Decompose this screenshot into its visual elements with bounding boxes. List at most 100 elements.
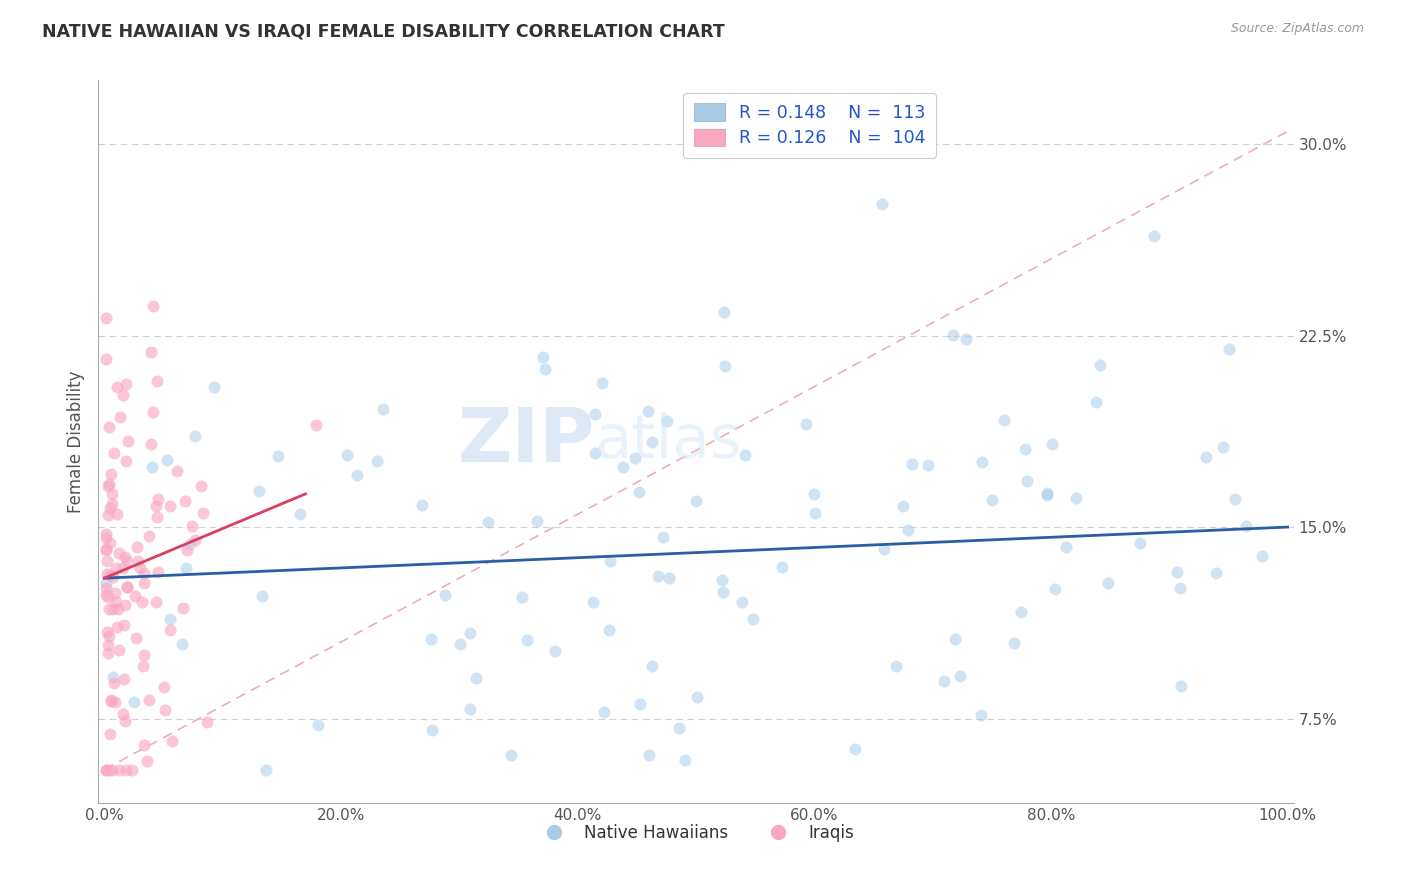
Point [166, 464, 188, 478]
Point [162, 733, 184, 747]
Point [420, 723, 443, 737]
Point [94, 763, 117, 777]
Point [591, 376, 613, 390]
Point [685, 493, 707, 508]
Point [1195, 450, 1218, 464]
Point [593, 705, 616, 719]
Point [449, 637, 471, 651]
Point [657, 414, 679, 428]
Point [115, 377, 138, 392]
Point [174, 560, 197, 574]
Point [195, 714, 218, 729]
Point [159, 623, 181, 637]
Point [117, 580, 139, 594]
Point [477, 515, 499, 529]
Point [510, 591, 533, 605]
Point [686, 690, 709, 704]
Point [202, 380, 225, 394]
Point [94, 542, 117, 557]
Point [1002, 636, 1025, 650]
Point [599, 554, 621, 568]
Point [98, 500, 121, 515]
Point [652, 530, 675, 544]
Point [100, 692, 122, 706]
Point [1017, 474, 1039, 488]
Point [94, 352, 117, 367]
Point [1212, 440, 1234, 454]
Point [1045, 582, 1067, 597]
Point [97, 508, 120, 522]
Point [115, 554, 138, 568]
Point [105, 560, 128, 574]
Point [103, 446, 125, 460]
Point [458, 625, 481, 640]
Point [107, 602, 129, 616]
Point [366, 454, 388, 468]
Point [104, 595, 127, 609]
Point [1036, 486, 1059, 500]
Point [346, 468, 368, 483]
Point [98, 535, 121, 549]
Point [945, 632, 967, 646]
Y-axis label: Female Disability: Female Disability [66, 370, 84, 513]
Point [641, 659, 664, 673]
Point [1223, 491, 1246, 506]
Point [94, 532, 117, 546]
Point [464, 672, 486, 686]
Point [1168, 581, 1191, 595]
Point [100, 467, 122, 481]
Point [114, 599, 136, 613]
Point [174, 494, 197, 508]
Point [371, 401, 394, 416]
Point [136, 754, 159, 768]
Point [98, 568, 121, 582]
Point [132, 738, 155, 752]
Point [103, 676, 125, 690]
Point [583, 407, 606, 421]
Point [742, 612, 765, 626]
Point [111, 560, 134, 574]
Point [249, 484, 271, 499]
Point [612, 459, 634, 474]
Point [117, 580, 139, 594]
Point [1088, 358, 1111, 372]
Point [1205, 566, 1227, 581]
Point [105, 507, 128, 521]
Point [134, 575, 156, 590]
Point [148, 565, 170, 579]
Point [949, 669, 972, 683]
Point [531, 350, 554, 364]
Point [125, 631, 148, 645]
Point [94, 575, 117, 590]
Point [713, 359, 735, 373]
Point [897, 523, 920, 537]
Point [1143, 229, 1166, 244]
Point [132, 659, 155, 673]
Point [534, 362, 557, 376]
Point [121, 763, 143, 777]
Point [638, 747, 661, 762]
Point [884, 658, 907, 673]
Point [870, 196, 893, 211]
Point [193, 506, 215, 520]
Point [1170, 679, 1192, 693]
Point [101, 487, 124, 501]
Point [499, 747, 522, 762]
Point [583, 446, 606, 460]
Point [100, 694, 122, 708]
Point [104, 585, 127, 599]
Point [582, 595, 605, 609]
Point [1097, 575, 1119, 590]
Point [112, 618, 135, 632]
Point [190, 479, 212, 493]
Point [134, 566, 156, 581]
Point [142, 405, 165, 419]
Point [250, 589, 273, 603]
Point [105, 620, 128, 634]
Point [132, 648, 155, 663]
Point [138, 529, 160, 543]
Point [153, 702, 176, 716]
Point [668, 721, 690, 735]
Point [711, 585, 734, 599]
Point [139, 437, 162, 451]
